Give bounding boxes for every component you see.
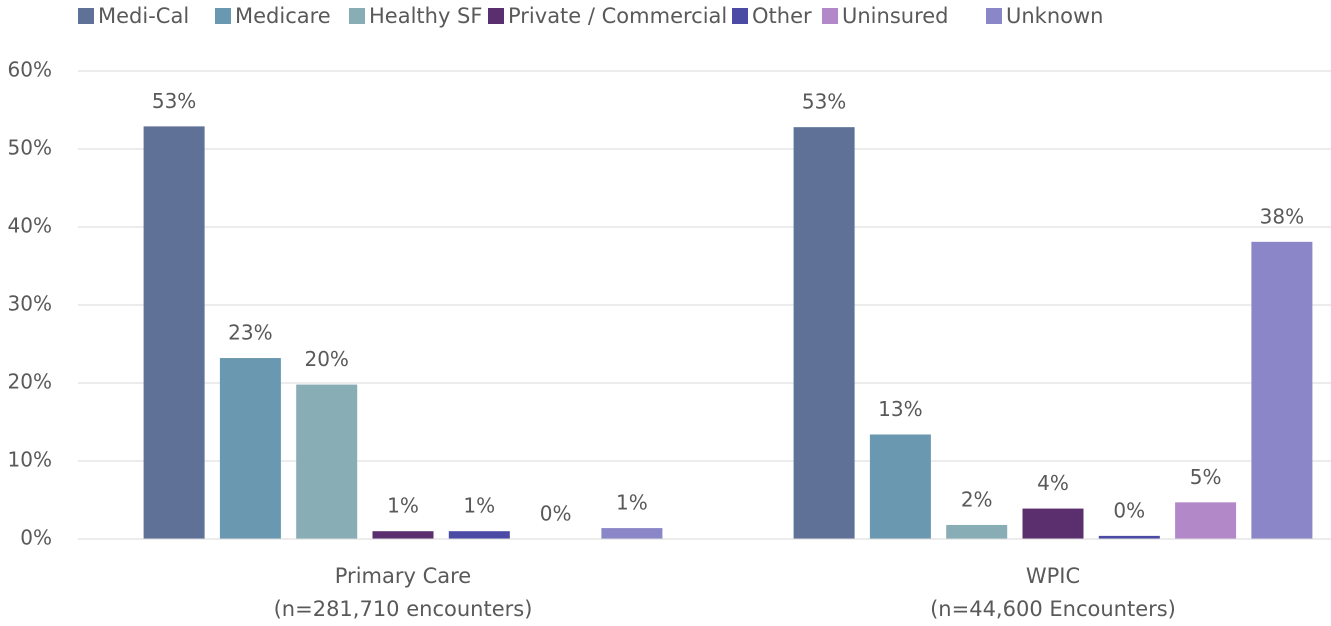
data-label: 0% (540, 502, 572, 526)
legend-swatch (215, 8, 231, 24)
data-label: 53% (152, 89, 196, 113)
data-label: 38% (1260, 204, 1304, 228)
legend-swatch (349, 8, 365, 24)
bar (946, 524, 1008, 539)
bar (448, 531, 510, 539)
bar (1098, 535, 1160, 539)
legend-swatch (78, 8, 94, 24)
bar (143, 126, 205, 539)
y-tick-label: 40% (8, 214, 52, 238)
data-label: 23% (228, 321, 272, 345)
y-tick-label: 0% (20, 526, 52, 550)
legend-swatch (732, 8, 748, 24)
data-label: 20% (304, 347, 348, 371)
bar (219, 358, 281, 539)
x-tick-label: WPIC (n=44,600 Encounters) (930, 564, 1176, 621)
legend-swatch (822, 8, 838, 24)
data-label: 0% (1113, 498, 1145, 522)
data-label: 13% (878, 397, 922, 421)
data-label: 1% (616, 491, 648, 515)
y-tick-label: 10% (8, 448, 52, 472)
legend-label: Medi-Cal (98, 4, 189, 28)
data-label: 1% (463, 494, 495, 518)
bar (372, 531, 434, 539)
legend-label: Other (752, 4, 812, 28)
y-tick-label: 20% (8, 370, 52, 394)
y-tick-label: 60% (8, 58, 52, 82)
x-tick-label: Primary Care (n=281,710 encounters) (273, 564, 533, 621)
data-label: 4% (1037, 471, 1069, 495)
y-tick-label: 30% (8, 292, 52, 316)
legend-label: Unknown (1006, 4, 1103, 28)
legend-swatch (488, 8, 504, 24)
data-label: 5% (1190, 465, 1222, 489)
bar (869, 434, 931, 539)
legend-swatch (986, 8, 1002, 24)
legend-label: Medicare (235, 4, 331, 28)
data-label: 2% (961, 487, 993, 511)
bar (1175, 502, 1237, 539)
bar (601, 528, 663, 539)
data-label: 53% (802, 90, 846, 114)
bar (296, 384, 358, 539)
y-tick-label: 50% (8, 136, 52, 160)
legend-label: Healthy SF (369, 4, 482, 28)
legend-label: Private / Commercial (508, 4, 727, 28)
bar (1022, 508, 1084, 539)
bar (1251, 241, 1313, 539)
bar (793, 127, 855, 539)
legend-label: Uninsured (842, 4, 949, 28)
data-label: 1% (387, 494, 419, 518)
